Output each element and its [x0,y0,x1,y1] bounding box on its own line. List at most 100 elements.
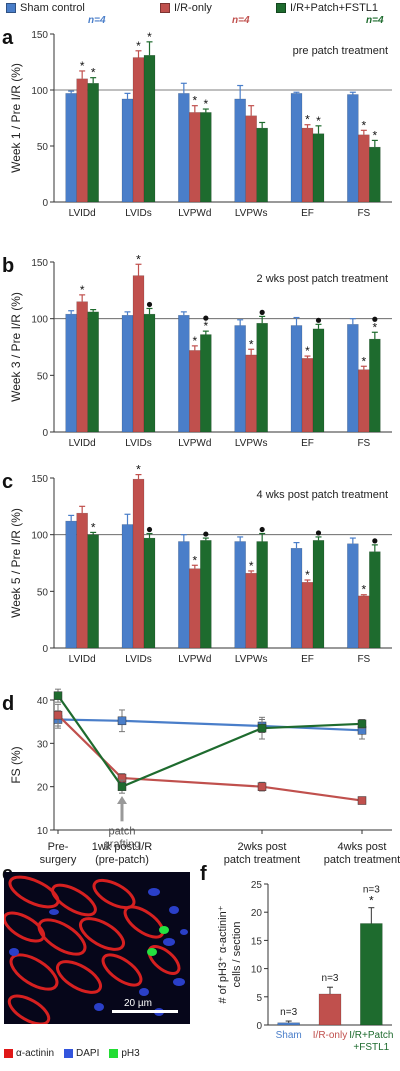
y-tick-label-d: 10 [37,826,49,837]
channel-swatch-dapi [64,1048,74,1058]
significance-star-a: * [316,114,321,128]
y-tick-label-c: 0 [42,644,48,655]
bar-c-ir [301,582,314,649]
bar-c-patch [369,551,381,649]
significance-star-c: * [361,583,366,597]
legend-swatch-patch [276,3,286,13]
bar-b-ir [76,301,88,433]
series-line-patch [57,695,363,789]
channel-label-dapi: DAPI [76,1048,100,1059]
bar-b-patch [369,338,381,433]
bar-a-ir [358,134,370,203]
x-tick-label-b: LVIDd [69,438,96,449]
x-tick-label-d: 2wks post patch treatment [224,841,300,866]
significance-dot-b [146,301,153,308]
legend-label-ir: I/R-only [174,2,212,14]
data-point-patch [357,719,367,729]
n-label-f: n=3 [322,973,339,984]
x-tick-label-a: EF [301,208,314,219]
significance-star-b: * [361,354,366,368]
y-axis-title-b: Week 3 / Pre I/R (%) [9,292,23,402]
x-tick-label-c: LVIDd [69,654,96,665]
bar-c-patch [256,541,268,649]
x-tick-label-f: I/R+Patch +FSTL1 [349,1030,393,1053]
channel-label-ph3: pH3 [121,1048,140,1059]
significance-star-c: * [192,553,197,567]
significance-star-b: * [305,344,310,358]
y-tick-label-c: 150 [31,474,48,485]
significance-dot-b [372,316,378,322]
patch-grafting-arrowhead [117,796,127,804]
bar-b-patch [312,328,325,433]
significance-star-b: * [203,319,208,333]
y-tick-label-b: 100 [31,315,48,326]
bar-c-ir [76,512,88,649]
panel-annotation-b: 2 wks post patch treatment [257,273,388,285]
bar-b-sham [347,324,359,433]
n-label-f: n=3 [280,1007,297,1018]
bar-a-patch [312,133,325,203]
figure-legend: Sham control I/R-only I/R+Patch+FSTL1 n=… [0,0,400,34]
patch-grafting-annotation: patch grafting [104,825,141,850]
significance-star-f: * [369,894,374,908]
panel-annotation-c: 4 wks post patch treatment [257,489,388,501]
y-tick-label-b: 50 [37,371,49,382]
y-tick-label-d: 30 [37,739,49,750]
bar-a-patch [200,112,212,203]
legend-swatch-sham [6,3,16,13]
x-tick-label-b: EF [301,438,314,449]
y-tick-label-a: 100 [31,86,48,97]
significance-star-b: * [192,334,197,348]
x-tick-label-c: LVPWs [235,654,268,665]
significance-dot-b [259,309,265,315]
y-axis-title-f: # of pH3⁺ α-actinin⁺ cells / section [217,905,243,1003]
series-line-sham [57,718,363,732]
bar-a-sham [347,94,359,203]
significance-star-a: * [136,39,141,53]
significance-dot-c [203,531,209,537]
bar-a-patch [87,83,99,203]
y-tick-label-b: 0 [42,428,48,439]
data-point-patch [117,782,127,791]
channel-ph3: pH3 [109,1048,140,1059]
significance-star-b: * [249,337,254,351]
x-tick-label-d: Pre-surgery [40,841,77,866]
bar-b-sham [65,313,77,433]
legend-n-patch: n=4 [366,15,384,26]
bar-b-ir [132,275,145,433]
significance-dot-c [315,530,322,536]
bar-b-sham [290,325,303,433]
channel-swatch-actinin [4,1048,13,1058]
x-tick-label-b: LVPWd [178,438,211,449]
significance-star-b: * [136,252,141,266]
bar-b-ir [189,350,201,433]
x-tick-label-b: FS [357,438,370,449]
panel-label-d: d [2,693,14,715]
y-axis-title-d: FS (%) [9,746,23,783]
significance-star-c: * [136,463,141,477]
bar-a-ir [189,112,201,203]
y-tick-label-f: 5 [256,993,262,1004]
y-tick-label-c: 100 [31,531,48,542]
x-tick-label-c: LVIDs [125,654,152,665]
bar-a-ir [76,78,88,203]
bar-b-sham [178,315,190,433]
channel-actinin: α-actinin [4,1048,54,1059]
x-tick-label-a: LVIDd [69,208,96,219]
n-label-f: n=3 [363,885,380,896]
y-axis-title-a: Week 1 / Pre I/R (%) [9,63,23,173]
significance-star-a: * [147,30,152,44]
bar-c-patch [143,537,156,649]
y-tick-label-f: 0 [256,1021,262,1032]
x-tick-label-a: LVPWs [235,208,268,219]
panel-label-a: a [2,27,14,49]
significance-star-c: * [91,520,96,534]
bar-a-sham [234,98,246,203]
bar-f-patch [360,923,383,1026]
micrograph-image: 20 µm [4,872,190,1024]
bar-a-sham [290,93,303,203]
significance-dot-c [372,538,378,544]
x-tick-label-f: Sham [276,1030,302,1041]
bar-b-ir [301,358,314,433]
x-tick-label-a: FS [357,208,370,219]
